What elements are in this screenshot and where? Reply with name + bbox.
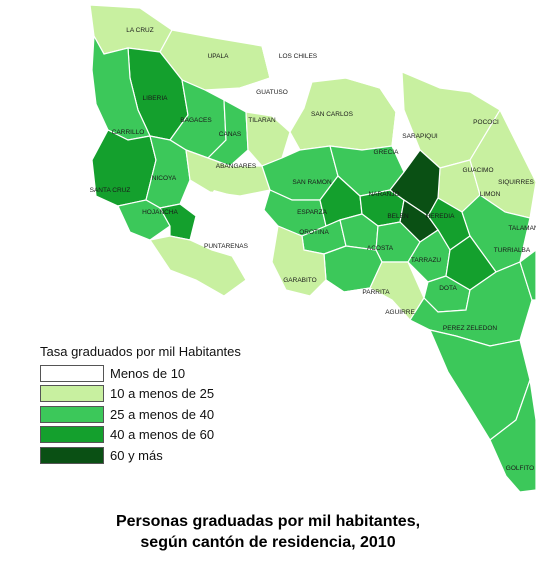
canton-label-garabito: GARABITO — [283, 277, 316, 284]
canton-label-grecia: GRECIA — [374, 149, 400, 156]
canton-label-nicoya: NICOYA — [152, 175, 177, 182]
canton-label-puntarenas: PUNTARENAS — [204, 243, 249, 250]
canton-label-parrita: PARRITA — [362, 289, 390, 296]
canton-label-la-cruz: LA CRUZ — [126, 27, 153, 34]
canton-label-limon: LIMON — [480, 191, 501, 198]
canton-label-upala: UPALA — [208, 53, 229, 60]
canton-label-tarrazu: TARRAZU — [411, 257, 442, 264]
canton-label-esparza: ESPARZA — [297, 209, 328, 216]
legend-item: 60 y más — [40, 445, 290, 466]
canton-santa-cruz — [91, 129, 157, 207]
canton-label-pococi: POCOCI — [473, 119, 499, 126]
legend-item: Menos de 10 — [40, 363, 290, 384]
canton-label-abangares: ABANGARES — [216, 163, 257, 170]
canton-label-heredia: HEREDIA — [426, 213, 456, 220]
canton-label-tilaran: TILARAN — [248, 117, 276, 124]
gulf-of-nicoya — [196, 190, 266, 246]
canton-label-carrillo: CARRILLO — [112, 129, 145, 136]
legend-item: 40 a menos de 60 — [40, 425, 290, 446]
legend-swatch — [40, 426, 104, 444]
canton-label-sarapiqui: SARAPIQUI — [402, 133, 438, 140]
canton-label-talamanca: TALAMANCA — [508, 225, 536, 232]
canton-label-siquirres: SIQUIRRES — [498, 179, 534, 186]
canton-label-dota: DOTA — [439, 285, 457, 292]
legend-swatch — [40, 364, 104, 382]
choropleth-map: LA CRUZ UPALA LOS CHILES GUATUSO LIBERIA BAGA… — [89, 4, 536, 493]
canton-label-canas: CANAS — [219, 131, 242, 138]
canton-label-hojancha: HOJANCHA — [142, 209, 178, 216]
legend-swatch — [40, 405, 104, 423]
caption-line-1: Personas graduadas por mil habitantes, — [115, 513, 421, 530]
legend-item: 10 a menos de 25 — [40, 384, 290, 405]
canton-label-los-chiles: LOS CHILES — [279, 53, 318, 60]
legend-item: 25 a menos de 40 — [40, 404, 290, 425]
canton-label-perez-zeledon: PEREZ ZELEDON — [443, 325, 497, 332]
legend-label: Menos de 10 — [110, 365, 186, 381]
canton-label-san-ramon: SAN RAMON — [292, 179, 332, 186]
canton-label-orotina: OROTINA — [299, 229, 329, 236]
canton-golfito — [489, 379, 536, 493]
canton-puntarenas — [149, 235, 247, 297]
legend-label: 10 a menos de 25 — [110, 386, 215, 402]
gulf-island — [214, 200, 236, 214]
canton-los-chiles — [261, 41, 349, 83]
canton-label-acosta: ACOSTA — [367, 245, 394, 252]
legend-label: 25 a menos de 40 — [110, 406, 215, 422]
canton-label-golfito: GOLFITO — [506, 465, 534, 472]
legend-swatch — [40, 385, 104, 403]
legend-label: 60 y más — [110, 447, 163, 463]
caption-line-2: según cantón de residencia, 2010 — [140, 534, 396, 551]
canton-label-belen: BELEN — [387, 213, 409, 220]
map-legend: Tasa graduados por mil Habitantes Menos … — [40, 344, 290, 466]
canton-corredores — [519, 249, 536, 301]
canton-label-aguirre: AGUIRRE — [385, 309, 415, 316]
legend-swatch — [40, 446, 104, 464]
canton-label-san-carlos: SAN CARLOS — [311, 111, 354, 118]
canton-label-bagaces: BAGACES — [180, 117, 212, 124]
canton-label-guacimo: GUACIMO — [462, 167, 493, 174]
canton-label-guatuso: GUATUSO — [256, 89, 288, 96]
map-caption: Personas graduadas por mil habitantes, s… — [0, 511, 536, 553]
legend-title: Tasa graduados por mil Habitantes — [40, 344, 241, 359]
canton-label-santa-cruz: SANTA CRUZ — [90, 187, 131, 194]
canton-label-turrialba: TURRIALBA — [494, 247, 531, 254]
canton-label-liberia: LIBERIA — [143, 95, 169, 102]
legend-label: 40 a menos de 60 — [110, 427, 215, 443]
canton-label-naranjo: NARANJO — [368, 191, 399, 198]
